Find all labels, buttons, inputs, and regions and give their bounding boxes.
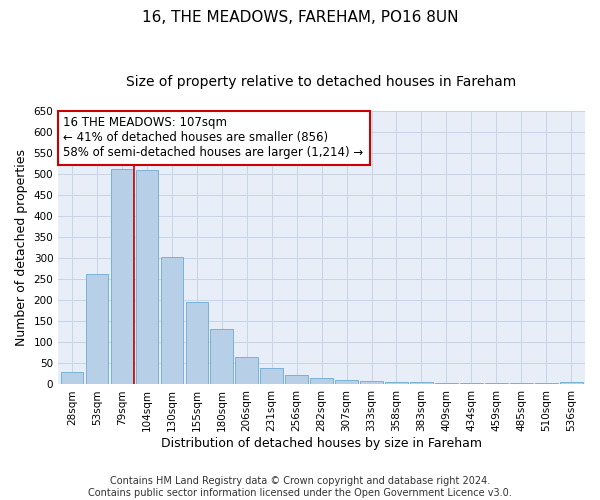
Bar (110, 169, 133, 384)
Text: 16 THE MEADOWS: 107sqm
← 41% of detached houses are smaller (856)
58% of semi-de: 16 THE MEADOWS: 107sqm ← 41% of detached… (64, 116, 364, 160)
Text: Contains HM Land Registry data © Crown copyright and database right 2024.
Contai: Contains HM Land Registry data © Crown c… (88, 476, 512, 498)
Title: Size of property relative to detached houses in Fareham: Size of property relative to detached ho… (127, 75, 517, 89)
Bar (535, 383, 557, 384)
Bar (235, 357, 258, 384)
Bar (385, 382, 408, 384)
Bar (335, 380, 358, 384)
Bar (360, 381, 383, 384)
Bar (185, 302, 208, 384)
Bar (410, 382, 433, 384)
Bar (211, 329, 233, 384)
Bar (260, 368, 283, 384)
Bar (460, 383, 482, 384)
Y-axis label: Number of detached properties: Number of detached properties (15, 149, 28, 346)
Bar (86, 274, 108, 384)
Text: 16, THE MEADOWS, FAREHAM, PO16 8UN: 16, THE MEADOWS, FAREHAM, PO16 8UN (142, 10, 458, 25)
Bar (136, 170, 158, 384)
Bar (61, 372, 83, 384)
Bar (435, 383, 458, 384)
Bar (560, 382, 583, 384)
Bar (161, 258, 183, 384)
Bar (510, 383, 533, 384)
X-axis label: Distribution of detached houses by size in Fareham: Distribution of detached houses by size … (161, 437, 482, 450)
Bar (286, 375, 308, 384)
Bar (485, 383, 508, 384)
Bar (310, 378, 333, 384)
